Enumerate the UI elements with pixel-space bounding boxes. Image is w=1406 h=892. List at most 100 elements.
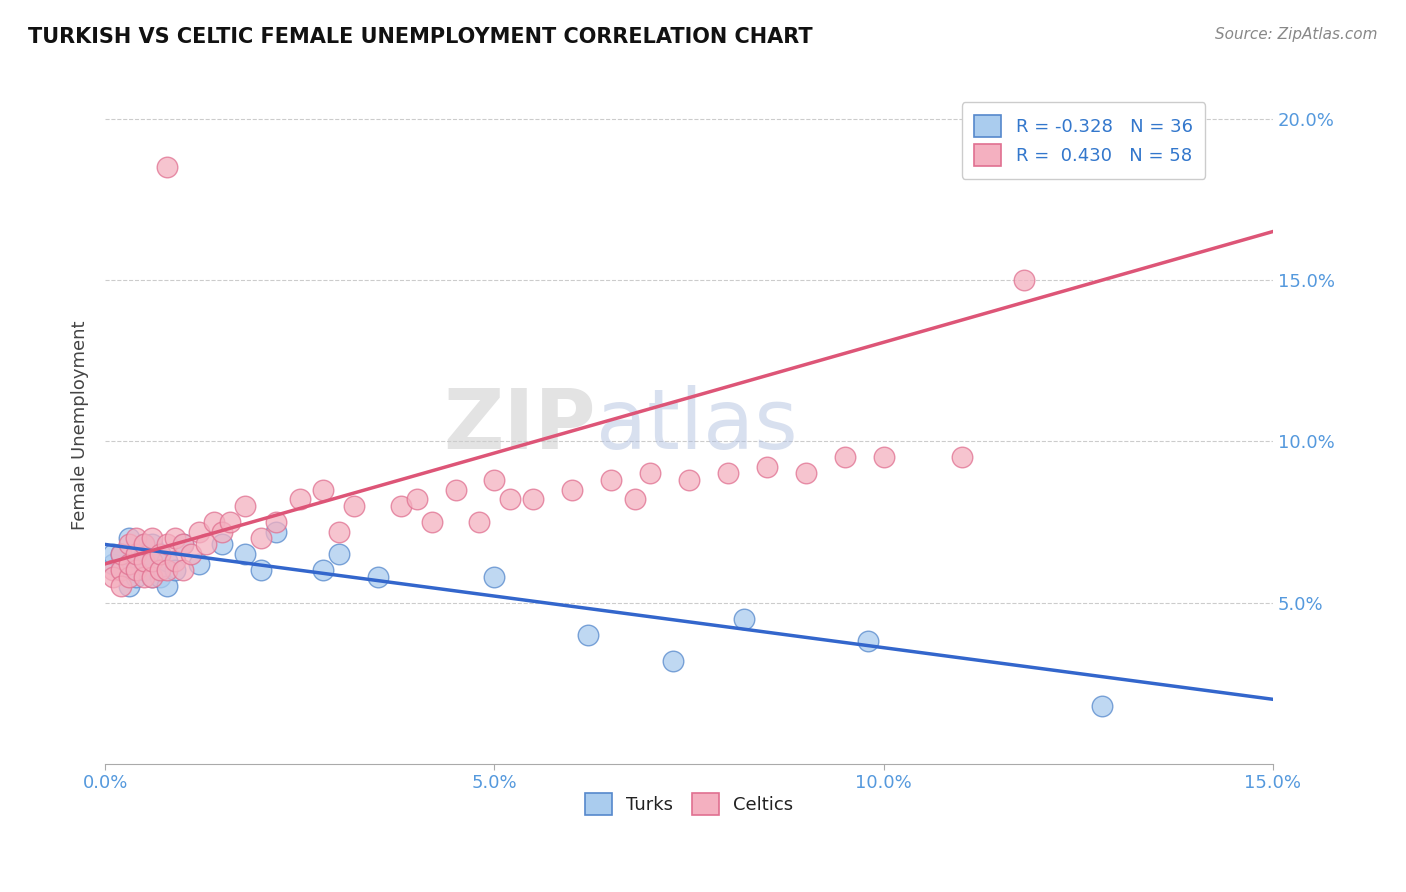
Point	[156, 537, 179, 551]
Point	[328, 524, 350, 539]
Point	[172, 563, 194, 577]
Point	[141, 553, 163, 567]
Point	[561, 483, 583, 497]
Point	[1091, 698, 1114, 713]
Point	[755, 460, 778, 475]
Point	[678, 473, 700, 487]
Point	[187, 557, 209, 571]
Point	[149, 570, 172, 584]
Point	[125, 570, 148, 584]
Point	[156, 553, 179, 567]
Point	[522, 492, 544, 507]
Point	[288, 492, 311, 507]
Point	[405, 492, 427, 507]
Point	[312, 483, 335, 497]
Text: Source: ZipAtlas.com: Source: ZipAtlas.com	[1215, 27, 1378, 42]
Point	[468, 515, 491, 529]
Point	[484, 570, 506, 584]
Point	[141, 553, 163, 567]
Text: TURKISH VS CELTIC FEMALE UNEMPLOYMENT CORRELATION CHART: TURKISH VS CELTIC FEMALE UNEMPLOYMENT CO…	[28, 27, 813, 46]
Point	[211, 524, 233, 539]
Point	[165, 553, 187, 567]
Text: atlas: atlas	[596, 384, 797, 466]
Point	[110, 579, 132, 593]
Point	[218, 515, 240, 529]
Point	[600, 473, 623, 487]
Point	[576, 628, 599, 642]
Point	[134, 547, 156, 561]
Point	[101, 547, 124, 561]
Point	[211, 537, 233, 551]
Point	[101, 557, 124, 571]
Point	[389, 499, 412, 513]
Point	[117, 557, 139, 571]
Point	[233, 547, 256, 561]
Point	[125, 557, 148, 571]
Point	[134, 537, 156, 551]
Point	[172, 537, 194, 551]
Point	[717, 467, 740, 481]
Point	[233, 499, 256, 513]
Point	[266, 515, 288, 529]
Point	[484, 473, 506, 487]
Point	[444, 483, 467, 497]
Point	[125, 531, 148, 545]
Point	[117, 570, 139, 584]
Point	[156, 160, 179, 174]
Point	[187, 524, 209, 539]
Point	[141, 531, 163, 545]
Point	[110, 563, 132, 577]
Point	[134, 570, 156, 584]
Point	[662, 654, 685, 668]
Point	[165, 563, 187, 577]
Point	[141, 537, 163, 551]
Point	[172, 537, 194, 551]
Point	[117, 531, 139, 545]
Point	[367, 570, 389, 584]
Point	[328, 547, 350, 561]
Point	[101, 563, 124, 577]
Point	[266, 524, 288, 539]
Y-axis label: Female Unemployment: Female Unemployment	[72, 320, 89, 530]
Point	[125, 563, 148, 577]
Point	[125, 547, 148, 561]
Point	[250, 531, 273, 545]
Point	[149, 547, 172, 561]
Point	[101, 570, 124, 584]
Point	[856, 634, 879, 648]
Point	[110, 547, 132, 561]
Point	[134, 563, 156, 577]
Point	[1012, 273, 1035, 287]
Point	[872, 450, 894, 465]
Point	[165, 531, 187, 545]
Point	[202, 515, 225, 529]
Point	[134, 553, 156, 567]
Point	[312, 563, 335, 577]
Point	[117, 537, 139, 551]
Point	[125, 547, 148, 561]
Point	[110, 563, 132, 577]
Text: ZIP: ZIP	[443, 384, 596, 466]
Legend: Turks, Celtics: Turks, Celtics	[578, 786, 800, 822]
Point	[950, 450, 973, 465]
Point	[794, 467, 817, 481]
Point	[195, 537, 218, 551]
Point	[733, 612, 755, 626]
Point	[110, 547, 132, 561]
Point	[156, 579, 179, 593]
Point	[343, 499, 366, 513]
Point	[420, 515, 443, 529]
Point	[156, 563, 179, 577]
Point	[141, 570, 163, 584]
Point	[134, 537, 156, 551]
Point	[117, 557, 139, 571]
Point	[141, 570, 163, 584]
Point	[149, 563, 172, 577]
Point	[834, 450, 856, 465]
Point	[117, 579, 139, 593]
Point	[499, 492, 522, 507]
Point	[250, 563, 273, 577]
Point	[149, 547, 172, 561]
Point	[623, 492, 645, 507]
Point	[638, 467, 661, 481]
